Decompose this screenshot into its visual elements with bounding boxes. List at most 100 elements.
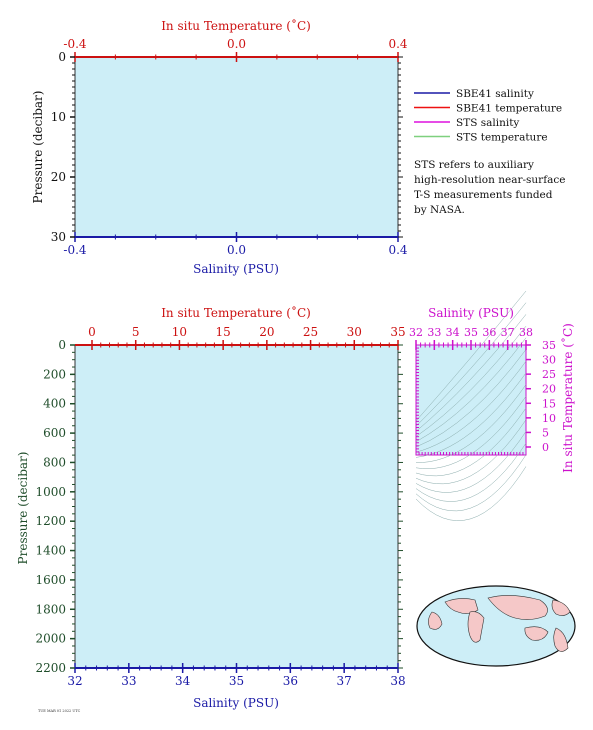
- ts-salinity-tick-label: 34: [446, 326, 460, 339]
- map-landmass: [551, 599, 571, 616]
- bottom-pressure-tick-label: 600: [43, 426, 66, 440]
- ts-density-contour: [415, 302, 527, 427]
- ts-temperature-tick-label: 15: [542, 397, 556, 410]
- bottom-plot-area: [74, 344, 399, 669]
- top-plot-area: [74, 56, 399, 238]
- ts-density-contour: [415, 407, 527, 477]
- footer-stamp: TUE MAR 01 2022 UTC: [38, 709, 81, 713]
- legend-label: STS temperature: [456, 132, 548, 144]
- ts-temperature-tick-label: 10: [542, 412, 556, 425]
- ts-density-contour: [415, 325, 527, 437]
- top-salinity-tick-label: 0.4: [388, 243, 407, 257]
- ts-density-contour: [415, 431, 527, 493]
- map-landmass: [553, 627, 569, 652]
- ts-salinity-axis-title: Salinity (PSU): [428, 306, 514, 320]
- map-landmasses: [428, 595, 571, 652]
- map-landmass: [428, 611, 443, 630]
- legend-note-line: STS refers to auxiliary: [414, 159, 534, 171]
- bottom-salinity-tick-label: 34: [175, 674, 191, 688]
- top-profile-panel: -0.4 0.0 0.4 -0.4 0.0 0.4 0 10 20 30 In situ Temp…: [31, 18, 408, 276]
- legend-label: SBE41 salinity: [456, 88, 534, 100]
- top-pressure-tick-label: 0: [58, 50, 66, 64]
- ts-plot-area: [415, 344, 527, 456]
- bottom-salinity-tick-label: 38: [390, 674, 405, 688]
- bottom-pressure-tick-label: 1400: [35, 544, 66, 558]
- ts-density-contour: [415, 337, 527, 443]
- bottom-temperature-tick-label: 25: [303, 325, 318, 339]
- top-temperature-axis-title: In situ Temperature (˚C): [161, 18, 311, 33]
- map-landmass: [444, 598, 479, 614]
- bottom-salinity-tick-label: 35: [229, 674, 244, 688]
- legend: SBE41 salinity SBE41 temperature STS salin…: [414, 88, 562, 144]
- bottom-pressure-tick-label: 800: [43, 455, 66, 469]
- bottom-pressure-tick-label: 1600: [35, 573, 66, 587]
- bottom-temperature-tick-label: 5: [132, 325, 140, 339]
- bottom-salinity-tick-label: 36: [283, 674, 298, 688]
- ts-salinity-tick-label: 36: [482, 326, 496, 339]
- ts-temperature-tick-label: 35: [542, 339, 556, 352]
- ts-temperature-tick-label: 25: [542, 368, 556, 381]
- ts-density-contour: [415, 314, 527, 432]
- bottom-salinity-tick-label: 32: [67, 674, 82, 688]
- ts-salinity-tick-label: 38: [519, 326, 533, 339]
- bottom-pressure-tick-label: 2000: [35, 632, 66, 646]
- bottom-profile-ticks: 0 5 10 15 20 25 30 35 32 33 34 35 36 37 38 0 200 400 600 80…: [35, 325, 405, 688]
- bottom-pressure-tick-label: 1200: [35, 514, 66, 528]
- ts-salinity-tick-label: 37: [501, 326, 515, 339]
- bottom-pressure-tick-label: 200: [43, 367, 66, 381]
- legend-note-line: high-resolution near-surface: [414, 174, 565, 186]
- top-pressure-tick-label: 10: [51, 110, 66, 124]
- legend-label: STS salinity: [456, 117, 519, 129]
- bottom-temperature-tick-label: 35: [390, 325, 405, 339]
- legend-note-line: by NASA.: [414, 204, 465, 216]
- bottom-salinity-tick-label: 33: [121, 674, 136, 688]
- ts-density-contour: [415, 419, 527, 485]
- bottom-temperature-tick-label: 20: [259, 325, 274, 339]
- top-salinity-tick-label: -0.4: [63, 243, 87, 257]
- ts-density-contour: [415, 442, 527, 502]
- bottom-temperature-tick-label: 10: [172, 325, 187, 339]
- map-landmass: [487, 595, 548, 620]
- top-pressure-axis-title: Pressure (decibar): [31, 91, 45, 204]
- legend-label: SBE41 temperature: [456, 103, 562, 115]
- bottom-profile-panel: 0 5 10 15 20 25 30 35 32 33 34 35 36 37 38 0 200 400 600 80…: [16, 305, 406, 710]
- ts-density-contour: [415, 361, 527, 453]
- top-salinity-tick-label: 0.0: [227, 243, 246, 257]
- legend-note-line: T-S measurements funded: [414, 189, 553, 201]
- legend-note: STS refers to auxiliary high-resolution n…: [414, 159, 565, 216]
- bottom-temperature-tick-label: 30: [347, 325, 362, 339]
- world-map: [416, 585, 576, 667]
- bottom-pressure-tick-label: 400: [43, 397, 66, 411]
- bottom-temperature-axis-title: In situ Temperature (˚C): [161, 305, 311, 320]
- top-salinity-axis-title: Salinity (PSU): [193, 262, 279, 276]
- top-pressure-tick-label: 30: [51, 230, 66, 244]
- ts-density-contour: [415, 384, 527, 463]
- map-landmass: [467, 611, 485, 643]
- ts-temperature-axis-title: In situ Temperature (˚C): [560, 323, 575, 473]
- ts-density-contour: [415, 349, 527, 448]
- ts-density-contour: [415, 466, 527, 521]
- ts-temperature-tick-label: 5: [542, 426, 549, 439]
- top-profile-ticks: -0.4 0.0 0.4 -0.4 0.0 0.4 0 10 20 30: [51, 37, 408, 257]
- top-temperature-tick-label: -0.4: [63, 37, 87, 51]
- bottom-pressure-tick-label: 0: [58, 338, 66, 352]
- ts-temperature-tick-label: 20: [542, 383, 556, 396]
- bottom-pressure-tick-label: 2200: [35, 661, 66, 675]
- ts-salinity-tick-label: 35: [464, 326, 478, 339]
- bottom-salinity-axis-title: Salinity (PSU): [193, 696, 279, 710]
- bottom-pressure-axis-title: Pressure (decibar): [16, 452, 30, 565]
- ts-temperature-tick-label: 30: [542, 354, 556, 367]
- top-pressure-tick-label: 20: [51, 170, 66, 184]
- ts-salinity-tick-label: 33: [427, 326, 441, 339]
- bottom-pressure-tick-label: 1800: [35, 602, 66, 616]
- ts-density-contour: [415, 290, 527, 422]
- ts-density-contours: [415, 290, 527, 521]
- bottom-temperature-tick-label: 15: [216, 325, 231, 339]
- bottom-salinity-tick-label: 37: [337, 674, 352, 688]
- top-temperature-tick-label: 0.4: [388, 37, 407, 51]
- ts-density-contour: [415, 454, 527, 512]
- bottom-pressure-tick-label: 1000: [35, 485, 66, 499]
